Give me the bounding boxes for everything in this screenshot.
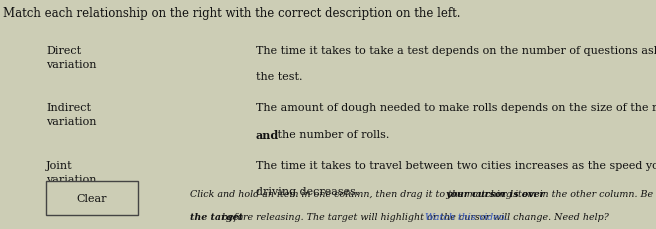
Text: Joint
variation: Joint variation — [46, 160, 96, 184]
Text: The time it takes to travel between two cities increases as the speed you are: The time it takes to travel between two … — [256, 160, 656, 170]
Text: Clear: Clear — [77, 193, 107, 203]
Text: driving decreases.: driving decreases. — [256, 187, 359, 196]
Text: Match each relationship on the right with the correct description on the left.: Match each relationship on the right wit… — [3, 7, 461, 20]
Text: before releasing. The target will highlight or the cursor will change. Need help: before releasing. The target will highli… — [219, 212, 612, 221]
Text: The time it takes to take a test depends on the number of questions asked on: The time it takes to take a test depends… — [256, 46, 656, 56]
Text: and: and — [256, 129, 279, 140]
Text: the target: the target — [190, 212, 243, 221]
Text: The amount of dough needed to make rolls depends on the size of the rolls: The amount of dough needed to make rolls… — [256, 103, 656, 113]
Text: Direct
variation: Direct variation — [46, 46, 96, 70]
Text: Indirect
variation: Indirect variation — [46, 103, 96, 127]
Text: Watch this video.: Watch this video. — [425, 212, 508, 221]
Text: the number of rolls.: the number of rolls. — [274, 129, 390, 139]
Text: Click and hold an item in one column, then drag it to the matching item in the o: Click and hold an item in one column, th… — [190, 189, 656, 198]
Text: the test.: the test. — [256, 72, 302, 82]
Text: your cursor is over: your cursor is over — [445, 189, 545, 198]
FancyBboxPatch shape — [46, 181, 138, 215]
